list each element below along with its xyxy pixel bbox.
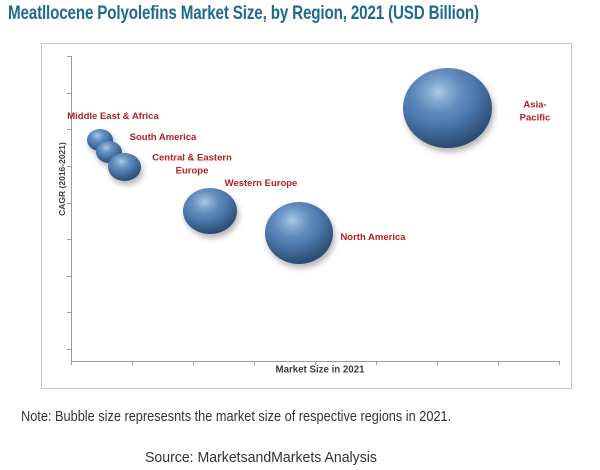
chart-area: CAGR (2016-2021) Market Size in 2021 Mid… bbox=[41, 43, 572, 389]
y-axis-tick bbox=[67, 56, 71, 57]
bubble-label-north-america: North America bbox=[340, 231, 406, 243]
bubble-label-western-europe: Western Europe bbox=[224, 177, 298, 189]
bubble-label-central-eastern-europe: Central & Eastern Europe bbox=[152, 152, 232, 177]
bubble-label-middle-east-africa: Middle East & Africa bbox=[67, 110, 159, 122]
y-axis-tick bbox=[67, 202, 71, 204]
x-axis-tick bbox=[376, 361, 377, 365]
bubble-label-south-america: South America bbox=[129, 131, 197, 143]
bubble-central-eastern-europe bbox=[107, 153, 141, 181]
y-axis-tick bbox=[67, 349, 71, 350]
y-axis-tick bbox=[67, 92, 71, 94]
x-axis-tick bbox=[498, 361, 499, 365]
y-axis-tick bbox=[67, 275, 71, 277]
x-axis-tick bbox=[559, 361, 560, 365]
y-axis-tick bbox=[67, 165, 71, 167]
source-line: Source: MarketsandMarkets Analysis bbox=[145, 449, 377, 466]
y-axis-tick bbox=[67, 312, 71, 314]
x-axis-tick bbox=[254, 361, 255, 365]
bubble-western-europe bbox=[183, 188, 237, 234]
bubble-asia-pacific bbox=[402, 68, 492, 148]
x-axis-title: Market Size in 2021 bbox=[275, 364, 365, 376]
y-axis-title: CAGR (2016-2021) bbox=[57, 142, 67, 216]
y-axis-tick bbox=[67, 129, 71, 131]
x-axis-tick bbox=[132, 361, 133, 365]
x-axis-tick bbox=[71, 361, 72, 365]
bubble-label-asia-pacific: Asia-Pacific bbox=[519, 99, 551, 124]
x-axis-tick bbox=[437, 361, 438, 365]
x-axis-tick bbox=[315, 361, 316, 365]
y-axis bbox=[71, 56, 72, 362]
x-axis-tick bbox=[193, 361, 194, 365]
chart-note: Note: Bubble size represesnts the market… bbox=[21, 408, 452, 425]
bubble-north-america bbox=[265, 202, 333, 264]
chart-title: Meatllocene Polyolefins Market Size, by … bbox=[8, 3, 479, 24]
y-axis-tick bbox=[67, 239, 71, 241]
